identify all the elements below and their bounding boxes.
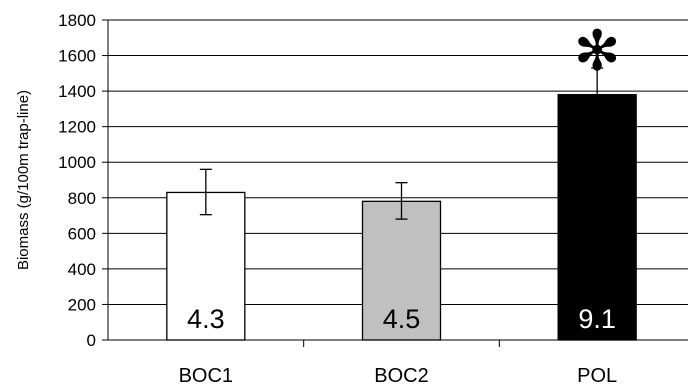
y-tick-label: 400 xyxy=(68,260,96,279)
bar xyxy=(166,191,246,341)
bar-data-label: 9.1 xyxy=(578,304,616,334)
y-axis-label: Biomass (g/100m trap-line) xyxy=(15,90,32,270)
y-tick-label: 1400 xyxy=(58,82,96,101)
bars xyxy=(166,94,637,341)
y-tick-label: 1800 xyxy=(58,11,96,30)
y-tick-label: 600 xyxy=(68,224,96,243)
x-tick-labels: BOC1 BOC2 POL xyxy=(179,365,618,387)
y-tick-label: 0 xyxy=(87,331,96,350)
y-tick-label: 1200 xyxy=(58,118,96,137)
bar xyxy=(361,200,442,341)
x-tick-label: BOC2 xyxy=(374,365,428,387)
x-tick-label: POL xyxy=(577,365,617,387)
bar-data-label: 4.3 xyxy=(187,304,225,334)
bar-data-labels: 4.3 4.5 9.1 xyxy=(187,304,616,334)
bar xyxy=(557,94,637,341)
y-tick-labels: 0 200 400 600 800 1000 1200 1400 1600 1800 xyxy=(58,11,96,350)
significance-star: ✻ xyxy=(574,19,621,84)
y-tick-label: 200 xyxy=(68,295,96,314)
x-tick-label: BOC1 xyxy=(179,365,233,387)
bar-data-label: 4.5 xyxy=(383,304,421,334)
y-tick-label: 1600 xyxy=(58,47,96,66)
y-tick-label: 800 xyxy=(68,189,96,208)
y-tick-label: 1000 xyxy=(58,153,96,172)
